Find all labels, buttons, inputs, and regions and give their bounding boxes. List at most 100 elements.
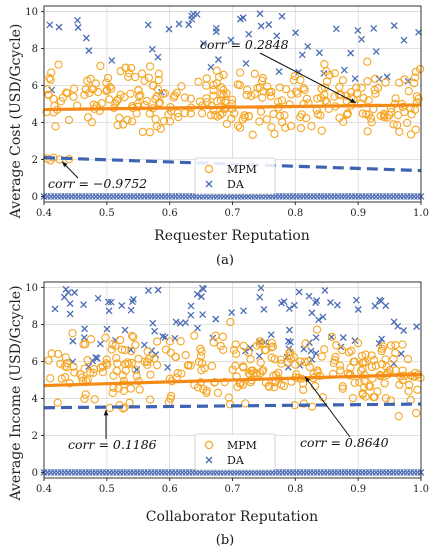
mpm-circle-point bbox=[176, 337, 185, 346]
mpm-circle-point bbox=[181, 350, 190, 360]
mpm-circle-point bbox=[105, 95, 114, 104]
mpm-circle-point bbox=[171, 352, 180, 362]
mpm-circle-point bbox=[194, 77, 203, 86]
mpm-circle-point bbox=[322, 77, 332, 86]
da-cross-point bbox=[327, 299, 334, 306]
da-cross-point bbox=[80, 301, 88, 309]
mpm-circle-point bbox=[353, 339, 363, 348]
mpm-circle-point bbox=[233, 121, 243, 130]
mpm-circle-point bbox=[134, 86, 143, 95]
mpm-circle-point bbox=[61, 353, 70, 362]
da-cross-point bbox=[188, 15, 196, 23]
mpm-circle-point bbox=[395, 78, 404, 87]
mpm-circle-point bbox=[335, 90, 344, 99]
legend-mpm-marker bbox=[204, 164, 214, 174]
mpm-circle-point bbox=[121, 366, 130, 375]
da-cross-point bbox=[315, 316, 323, 324]
mpm-circle-point bbox=[222, 89, 231, 98]
mpm-circle-point bbox=[280, 111, 289, 120]
mpm-circle-point bbox=[377, 346, 386, 356]
mpm-circle-point bbox=[343, 109, 352, 118]
mpm-circle-point bbox=[395, 127, 404, 136]
panel-a-xtick-label: 0.9 bbox=[350, 208, 366, 219]
da-cross-point bbox=[400, 36, 408, 44]
mpm-circle-point bbox=[331, 352, 340, 362]
mpm-circle-point bbox=[54, 60, 63, 69]
mpm-circle-point bbox=[301, 339, 310, 348]
da-cross-point bbox=[140, 341, 148, 349]
mpm-circle-point bbox=[346, 363, 355, 372]
mpm-circle-point bbox=[56, 359, 65, 368]
mpm-circle-point bbox=[231, 340, 240, 349]
mpm-circle-point bbox=[336, 366, 345, 375]
da-cross-point bbox=[413, 323, 421, 331]
panel-b: Average Income (USD/Gcycle) Collaborator… bbox=[8, 281, 429, 548]
mpm-circle-point bbox=[327, 332, 337, 342]
mpm-circle-point bbox=[120, 346, 130, 355]
panel-b-mpm-trend bbox=[43, 372, 422, 388]
mpm-circle-point bbox=[357, 83, 366, 92]
da-cross-point bbox=[308, 355, 316, 363]
da-cross-point bbox=[287, 338, 294, 346]
mpm-circle-point bbox=[114, 94, 123, 104]
mpm-circle-point bbox=[56, 97, 66, 106]
da-cross-point bbox=[154, 53, 162, 61]
mpm-circle-point bbox=[186, 94, 196, 103]
mpm-circle-point bbox=[81, 85, 90, 94]
mpm-circle-point bbox=[126, 384, 136, 393]
mpm-circle-point bbox=[174, 112, 183, 122]
mpm-circle-point bbox=[403, 355, 413, 364]
da-cross-point bbox=[187, 311, 195, 319]
mpm-circle-point bbox=[46, 374, 55, 383]
mpm-circle-point bbox=[83, 356, 92, 365]
mpm-circle-point bbox=[405, 380, 414, 390]
da-cross-point bbox=[394, 322, 402, 330]
mpm-circle-point bbox=[180, 93, 189, 102]
mpm-circle-point bbox=[115, 401, 124, 410]
mpm-circle-point bbox=[47, 349, 56, 358]
mpm-circle-point bbox=[145, 62, 155, 71]
mpm-circle-point bbox=[140, 76, 149, 85]
mpm-circle-point bbox=[93, 87, 103, 97]
mpm-circle-point bbox=[389, 354, 398, 364]
da-cross-point bbox=[212, 315, 220, 323]
mpm-circle-point bbox=[238, 362, 248, 371]
da-cross-point bbox=[285, 326, 293, 334]
mpm-circle-point bbox=[61, 373, 70, 382]
mpm-circle-point bbox=[46, 75, 55, 84]
panel-b-points bbox=[40, 284, 425, 476]
panel-b-xtick-label: 0.5 bbox=[99, 484, 115, 495]
da-cross-point bbox=[308, 309, 316, 317]
mpm-circle-point bbox=[356, 99, 366, 108]
da-cross-point bbox=[292, 29, 300, 37]
panel-a-ytick-label: 6 bbox=[32, 81, 38, 92]
mpm-circle-point bbox=[117, 345, 127, 354]
mpm-circle-point bbox=[409, 79, 419, 88]
mpm-circle-point bbox=[256, 107, 266, 116]
mpm-circle-point bbox=[108, 388, 117, 398]
mpm-circle-point bbox=[363, 127, 372, 136]
panel-b-da-trend bbox=[43, 402, 422, 410]
mpm-circle-point bbox=[380, 113, 389, 122]
mpm-circle-point bbox=[228, 365, 237, 375]
mpm-circle-point bbox=[386, 341, 396, 350]
mpm-circle-point bbox=[172, 88, 181, 98]
mpm-circle-point bbox=[53, 398, 62, 407]
mpm-circle-point bbox=[367, 351, 376, 360]
panel-b-xlabel: Collaborator Reputation bbox=[146, 509, 318, 525]
da-cross-point bbox=[312, 334, 320, 342]
mpm-circle-point bbox=[406, 130, 416, 139]
mpm-circle-point bbox=[69, 362, 78, 371]
mpm-circle-point bbox=[102, 355, 111, 364]
mpm-circle-point bbox=[258, 93, 267, 102]
mpm-circle-point bbox=[259, 87, 268, 96]
mpm-circle-point bbox=[344, 348, 354, 357]
mpm-circle-point bbox=[305, 362, 314, 372]
mpm-circle-point bbox=[225, 400, 235, 409]
mpm-circle-point bbox=[320, 345, 329, 354]
mpm-circle-point bbox=[241, 399, 250, 408]
da-cross-point bbox=[154, 286, 162, 294]
mpm-circle-point bbox=[248, 130, 257, 139]
da-cross-point bbox=[193, 10, 201, 18]
